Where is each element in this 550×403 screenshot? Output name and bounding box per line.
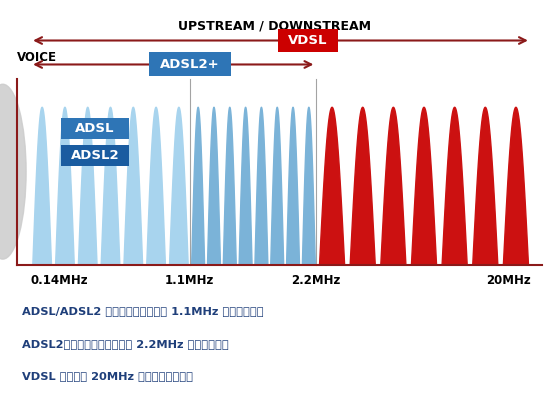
Text: 20MHz: 20MHz [486,274,531,287]
Text: 2.2MHz: 2.2MHz [292,274,341,287]
Text: 1.1MHz: 1.1MHz [165,274,214,287]
FancyBboxPatch shape [148,52,231,77]
FancyBboxPatch shape [60,118,129,139]
Ellipse shape [0,84,26,259]
Text: ADSL2＋可选用开关频率大于 2.2MHz 的电源稳压器: ADSL2＋可选用开关频率大于 2.2MHz 的电源稳压器 [22,339,229,349]
Text: ADSL2+: ADSL2+ [160,58,219,71]
Text: ADSL/ADSL2 可选用开关频率大于 1.1MHz 的电源稳压器: ADSL/ADSL2 可选用开关频率大于 1.1MHz 的电源稳压器 [22,306,263,316]
Text: VOICE: VOICE [16,52,57,64]
Text: VDSL: VDSL [288,34,328,47]
FancyBboxPatch shape [60,145,129,166]
Text: ADSL: ADSL [75,122,114,135]
Text: ADSL2: ADSL2 [70,149,119,162]
Text: 0.14MHz: 0.14MHz [30,274,88,287]
Text: VDSL 必须减小 20MHz 以下输出电压噪音: VDSL 必须减小 20MHz 以下输出电压噪音 [22,371,193,381]
FancyBboxPatch shape [278,29,338,52]
Text: UPSTREAM / DOWNSTREAM: UPSTREAM / DOWNSTREAM [179,19,371,32]
